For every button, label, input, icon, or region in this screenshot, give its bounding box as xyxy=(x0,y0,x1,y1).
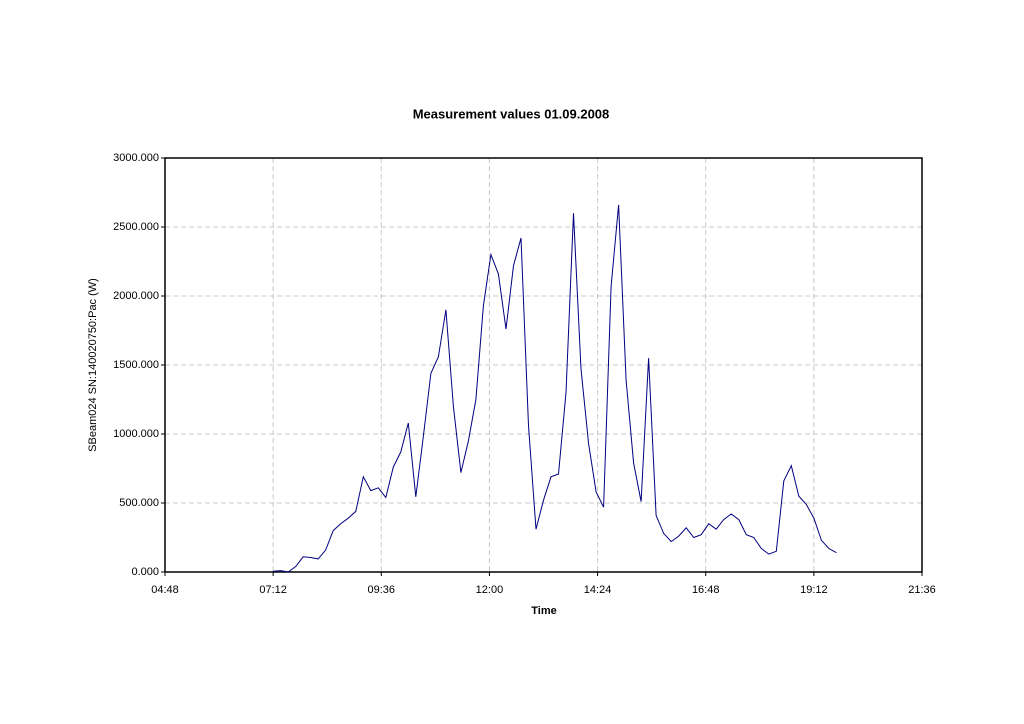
y-tick-label: 2000.000 xyxy=(113,290,159,302)
y-tick-label: 2500.000 xyxy=(113,221,159,233)
y-tick-label: 0.000 xyxy=(131,566,159,578)
x-tick-label: 19:12 xyxy=(800,584,828,596)
y-tick-label: 1000.000 xyxy=(113,428,159,440)
x-tick-label: 12:00 xyxy=(476,584,504,596)
x-axis-label: Time xyxy=(531,605,556,617)
y-tick-label: 500.000 xyxy=(119,497,159,509)
x-tick-label: 21:36 xyxy=(908,584,936,596)
data-line xyxy=(273,204,837,573)
plot-frame xyxy=(164,157,923,573)
chart-title: Measurement values 01.09.2008 xyxy=(413,106,610,121)
x-tick-label: 07:12 xyxy=(259,584,287,596)
x-tick-label: 16:48 xyxy=(692,584,720,596)
y-axis-label: SBeam024 SN:140020750:Pac (W) xyxy=(87,278,99,452)
x-tick-label: 04:48 xyxy=(151,584,179,596)
y-tick-label: 1500.000 xyxy=(113,359,159,371)
x-tick-label: 09:36 xyxy=(368,584,396,596)
y-tick-label: 3000.000 xyxy=(113,152,159,164)
x-tick-label: 14:24 xyxy=(584,584,612,596)
